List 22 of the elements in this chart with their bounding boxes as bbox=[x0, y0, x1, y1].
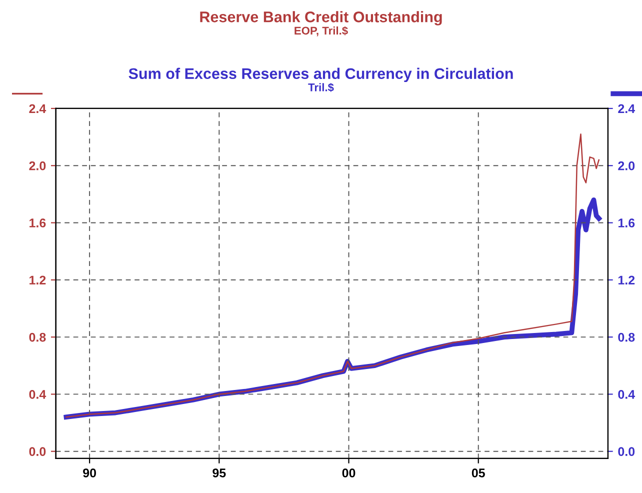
x-tick-label: 00 bbox=[342, 468, 356, 478]
y-tick-label: 0.4 bbox=[29, 390, 46, 399]
y2-tick-label: 0.4 bbox=[618, 390, 636, 399]
text: Reserve Bank Credit Outstanding bbox=[200, 11, 442, 26]
y2-tick-label: 0.8 bbox=[618, 332, 635, 342]
y2-tick-label: 2.4 bbox=[618, 104, 636, 113]
y-tick-label: 1.6 bbox=[30, 218, 46, 228]
x-tick-label: 95 bbox=[212, 468, 226, 478]
x-tick-label: 90 bbox=[83, 468, 96, 478]
x-tick-label: 05 bbox=[472, 468, 485, 478]
y-tick-label: 1.2 bbox=[30, 276, 46, 284]
y2-tick-label: 1.6 bbox=[618, 218, 635, 228]
y-tick-label: 0.8 bbox=[29, 332, 46, 342]
y2-tick-label: 1.2 bbox=[618, 276, 635, 284]
text: EOP, Tril.$ bbox=[294, 26, 348, 36]
y-tick-label: 2.0 bbox=[29, 161, 46, 170]
y-tick-label: 2.4 bbox=[29, 104, 46, 113]
text: Sum of Excess Reserves and Currency in Circulation bbox=[128, 68, 513, 82]
y-tick-label: 0.0 bbox=[29, 447, 46, 456]
y2-tick-label: 2.0 bbox=[618, 161, 635, 170]
y2-tick-label: 0.0 bbox=[618, 447, 635, 456]
text: Tril.$ bbox=[308, 82, 334, 92]
